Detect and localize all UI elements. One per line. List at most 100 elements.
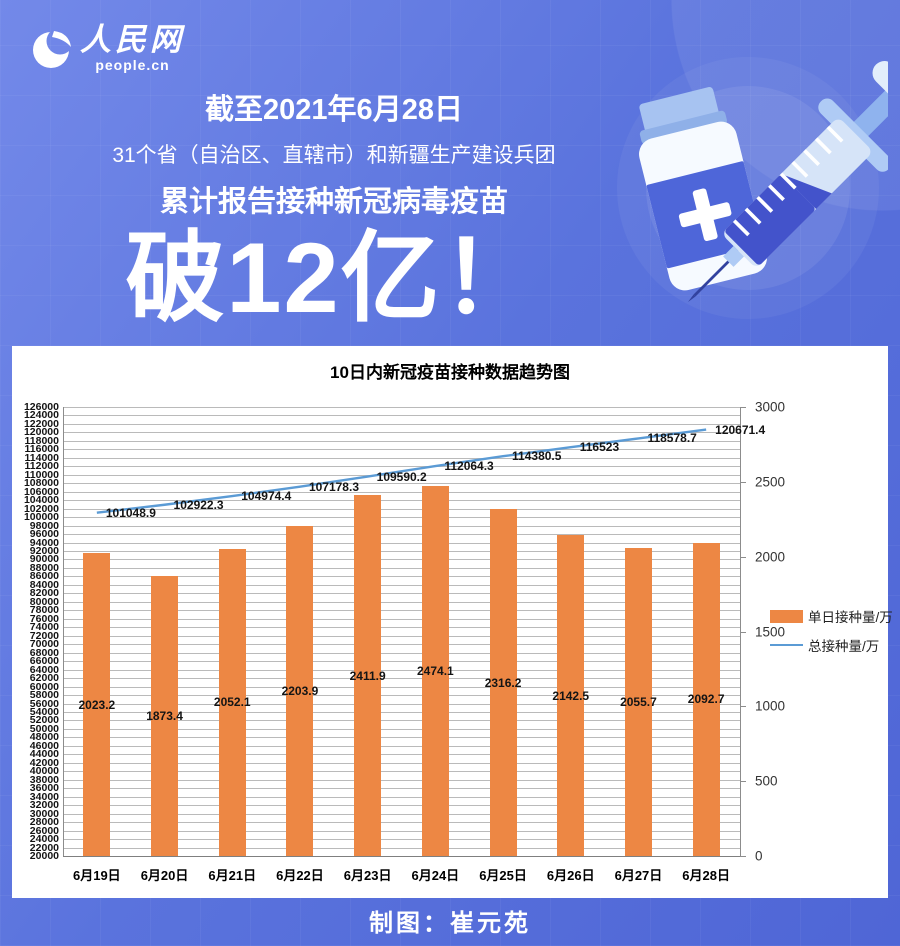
x-axis-label: 6月25日 <box>479 868 527 883</box>
gridline <box>63 745 740 747</box>
y2-axis-label: 3000 <box>755 399 786 415</box>
x-axis-label: 6月24日 <box>411 868 460 883</box>
gridline <box>63 686 740 688</box>
y-axis-label: 92000 <box>29 544 59 557</box>
gridline <box>63 423 740 425</box>
y2-tick-mark <box>740 631 746 633</box>
y-axis-label: 114000 <box>24 451 59 464</box>
y-axis-label: 108000 <box>23 476 59 489</box>
y-axis-label: 126000 <box>23 400 59 413</box>
gridline <box>63 644 740 646</box>
gridline <box>63 703 740 705</box>
y-axis-label: 74000 <box>29 621 59 633</box>
chart-panel: 10日内新冠疫苗接种数据趋势图 20000 22000 24000 26000 2800… <box>12 346 893 898</box>
syringe-icon <box>688 61 888 302</box>
bar-value-label: 2316.2 <box>484 675 522 690</box>
gridline <box>63 839 740 841</box>
gridline <box>63 669 740 671</box>
y-axis-label: 80000 <box>29 595 59 608</box>
y2-axis-label: 0 <box>755 848 763 864</box>
line-value-label: 118578.7 <box>647 431 697 446</box>
y-axis-label: 58000 <box>29 688 59 701</box>
x-axis-label: 6月21日 <box>208 868 257 883</box>
y-axis-label: 124000 <box>23 409 59 422</box>
gridline <box>63 610 740 612</box>
gridline <box>63 567 740 569</box>
bar-value-label: 2092.7 <box>687 692 725 707</box>
gridline <box>63 415 740 417</box>
x-axis-label: 6月28日 <box>682 868 730 883</box>
gridline <box>63 796 740 798</box>
y-axis-label: 98000 <box>29 519 59 532</box>
plot-border-left <box>63 407 64 856</box>
line-value-label: 102922.3 <box>173 497 224 512</box>
line-value-label: 116523 <box>579 440 620 455</box>
y-axis-label: 64000 <box>29 663 59 676</box>
y-axis-label: 52000 <box>29 714 59 727</box>
footer-credit: 制图：崔元苑 <box>369 910 531 937</box>
line-value-label: 104974.4 <box>241 489 292 504</box>
bar-value-label: 2474.1 <box>416 663 454 678</box>
y-axis-label: 70000 <box>29 637 59 650</box>
legend: 单日接种量/万 总接种量/万 <box>770 606 893 655</box>
bar <box>489 509 517 856</box>
plot-area: 20000 22000 24000 26000 28000 30000 32000 34000… <box>24 400 785 884</box>
legend-item-daily: 单日接种量/万 <box>770 606 893 626</box>
line-value-label: 109590.2 <box>376 469 427 484</box>
gridline <box>63 407 740 408</box>
y-axis-label: 20000 <box>29 849 59 862</box>
gridline <box>63 491 740 493</box>
bar <box>421 485 449 856</box>
bar <box>692 542 720 856</box>
y-axis-label: 32000 <box>29 798 59 811</box>
gridline <box>63 661 740 663</box>
x-axis-label: 6月19日 <box>72 868 121 883</box>
y2-tick-mark <box>740 781 746 783</box>
y-axis-label: 88000 <box>29 561 59 574</box>
y-axis-label: 72000 <box>29 629 59 642</box>
line-value-label: 120671.4 <box>715 422 766 437</box>
legend-item-total: 总接种量/万 <box>770 635 893 655</box>
y-axis-label: 90000 <box>29 553 59 566</box>
bar <box>151 575 179 856</box>
gridline <box>63 788 740 790</box>
y-axis-label: 50000 <box>29 722 59 735</box>
y-axis-label: 34000 <box>29 790 59 803</box>
y-axis-label: 122000 <box>23 417 59 430</box>
gridline <box>63 830 740 832</box>
y-axis-label: 66000 <box>29 654 59 667</box>
gridline <box>63 618 740 620</box>
y2-tick-mark <box>740 481 746 483</box>
y-axis-label: 120000 <box>23 426 59 439</box>
line-value-label: 101048.9 <box>105 505 156 520</box>
y-axis-label: 60000 <box>29 680 59 693</box>
y-axis-label: 102000 <box>23 502 59 515</box>
x-axis-label: 6月26日 <box>546 868 595 883</box>
chart-title: 10日内新冠疫苗接种数据趋势图 <box>330 363 570 382</box>
bar-value-label: 2203.9 <box>281 684 319 699</box>
bar-value-label: 2142.5 <box>552 688 590 703</box>
gridline <box>63 695 740 697</box>
y-axis-label: 76000 <box>29 612 59 625</box>
header-subtitle: 31个省（自治区、直辖市）和新疆生产建设兵团 <box>112 144 556 167</box>
gridline <box>63 678 740 680</box>
line-swatch-icon <box>770 644 803 646</box>
header: 截至2021年6月28日 31个省（自治区、直辖市）和新疆生产建设兵团 累计报告… <box>55 86 613 330</box>
y2-axis-label: 1500 <box>755 624 786 639</box>
gridline <box>63 711 740 713</box>
y-axis-label: 42000 <box>29 756 59 769</box>
legend-label-daily: 单日接种量/万 <box>808 610 893 625</box>
people-cn-logo: 人民网 people.cn <box>30 23 185 74</box>
bar-value-label: 2411.9 <box>349 668 386 683</box>
gridline <box>63 466 740 468</box>
gridline <box>63 500 740 502</box>
gridline <box>63 771 740 773</box>
gridline <box>63 805 740 807</box>
y-axis-label: 46000 <box>29 739 59 752</box>
y2-axis-label: 2000 <box>755 549 786 565</box>
y-axis-label: 24000 <box>29 832 59 845</box>
bar-value-label: 2052.1 <box>213 695 251 710</box>
gridline <box>63 601 740 603</box>
line-value-label: 112064.3 <box>444 459 494 474</box>
bar-value-label: 1873.4 <box>146 708 183 723</box>
